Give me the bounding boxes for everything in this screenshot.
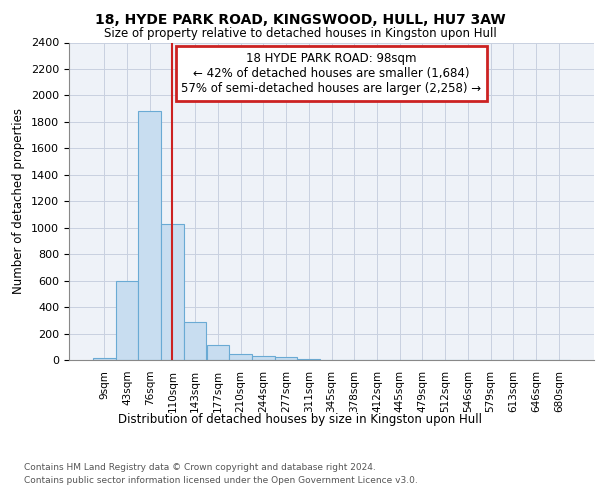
Bar (252, 356, 275, 360)
Text: Contains public sector information licensed under the Open Government Licence v3: Contains public sector information licen… (24, 476, 418, 485)
Text: Contains HM Land Registry data © Crown copyright and database right 2024.: Contains HM Land Registry data © Crown c… (24, 462, 376, 471)
Y-axis label: Number of detached properties: Number of detached properties (13, 108, 25, 294)
Text: Size of property relative to detached houses in Kingston upon Hull: Size of property relative to detached ho… (104, 28, 496, 40)
Text: Distribution of detached houses by size in Kingston upon Hull: Distribution of detached houses by size … (118, 412, 482, 426)
Bar (116, 280, 139, 360)
Bar (93, 358, 116, 360)
Bar (206, 346, 229, 360)
Bar (184, 322, 206, 360)
Text: 18, HYDE PARK ROAD, KINGSWOOD, HULL, HU7 3AW: 18, HYDE PARK ROAD, KINGSWOOD, HULL, HU7… (95, 12, 505, 26)
Bar (229, 354, 252, 360)
Bar (161, 224, 184, 360)
Text: 18 HYDE PARK ROAD: 98sqm
← 42% of detached houses are smaller (1,684)
57% of sem: 18 HYDE PARK ROAD: 98sqm ← 42% of detach… (181, 52, 482, 95)
Bar (275, 358, 298, 360)
Bar (139, 112, 161, 360)
